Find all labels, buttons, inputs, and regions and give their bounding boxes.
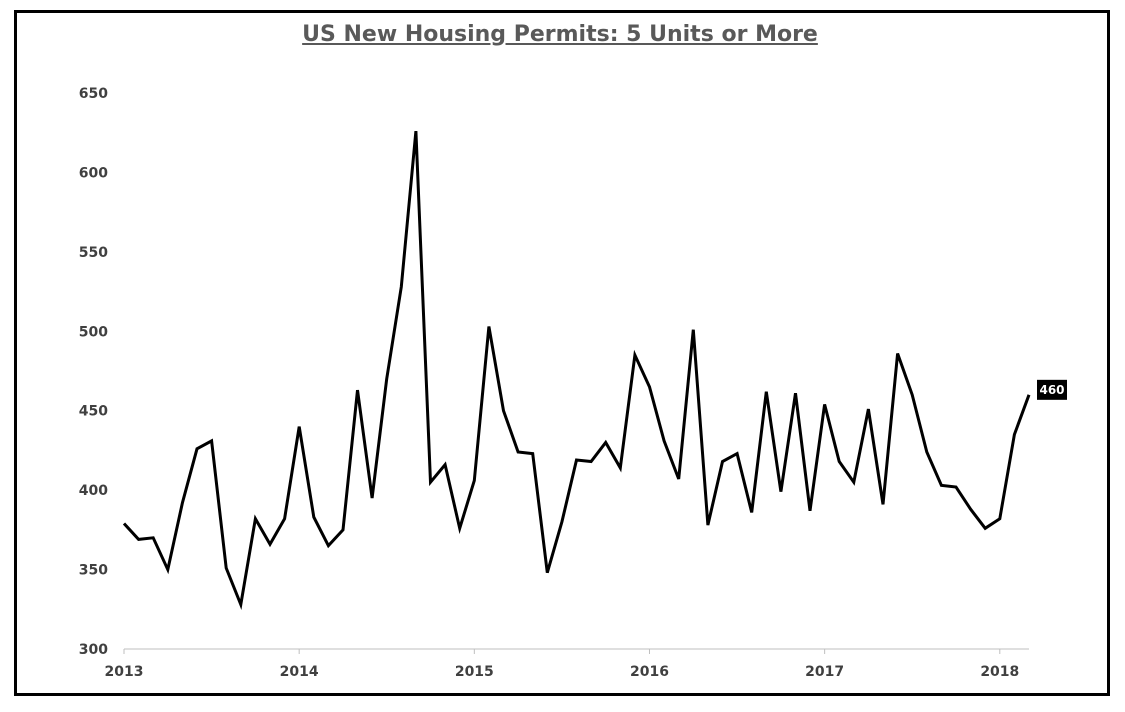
y-tick-label: 600 [79, 165, 108, 181]
series-line [122, 130, 1031, 611]
chart-title: US New Housing Permits: 5 Units or More [302, 22, 818, 47]
chart-frame [14, 10, 1110, 696]
y-tick-label: 650 [79, 86, 108, 102]
end-value-label: 460 [1037, 379, 1067, 400]
end-value-label-background [1037, 379, 1067, 400]
x-axis-tick-marks [123, 649, 1001, 654]
x-tick-label: 2017 [805, 664, 844, 680]
y-tick-label: 500 [79, 324, 108, 340]
y-tick-label: 400 [79, 483, 108, 499]
y-tick-label: 550 [79, 245, 108, 261]
x-tick-label: 2018 [980, 664, 1019, 680]
end-value-label-text: 460 [1039, 383, 1064, 397]
y-tick-label: 300 [79, 642, 108, 658]
x-tick-label: 2014 [280, 664, 319, 680]
x-tick-label: 2013 [105, 664, 144, 680]
y-tick-label: 350 [79, 563, 108, 579]
y-tick-label: 450 [79, 404, 108, 420]
x-axis-ticks: 2013 2014 2015 2016 2017 2018 [105, 664, 1020, 680]
x-tick-label: 2015 [455, 664, 494, 680]
y-axis-ticks: 300 350 400 450 500 550 600 650 [79, 86, 108, 658]
x-tick-label: 2016 [630, 664, 669, 680]
